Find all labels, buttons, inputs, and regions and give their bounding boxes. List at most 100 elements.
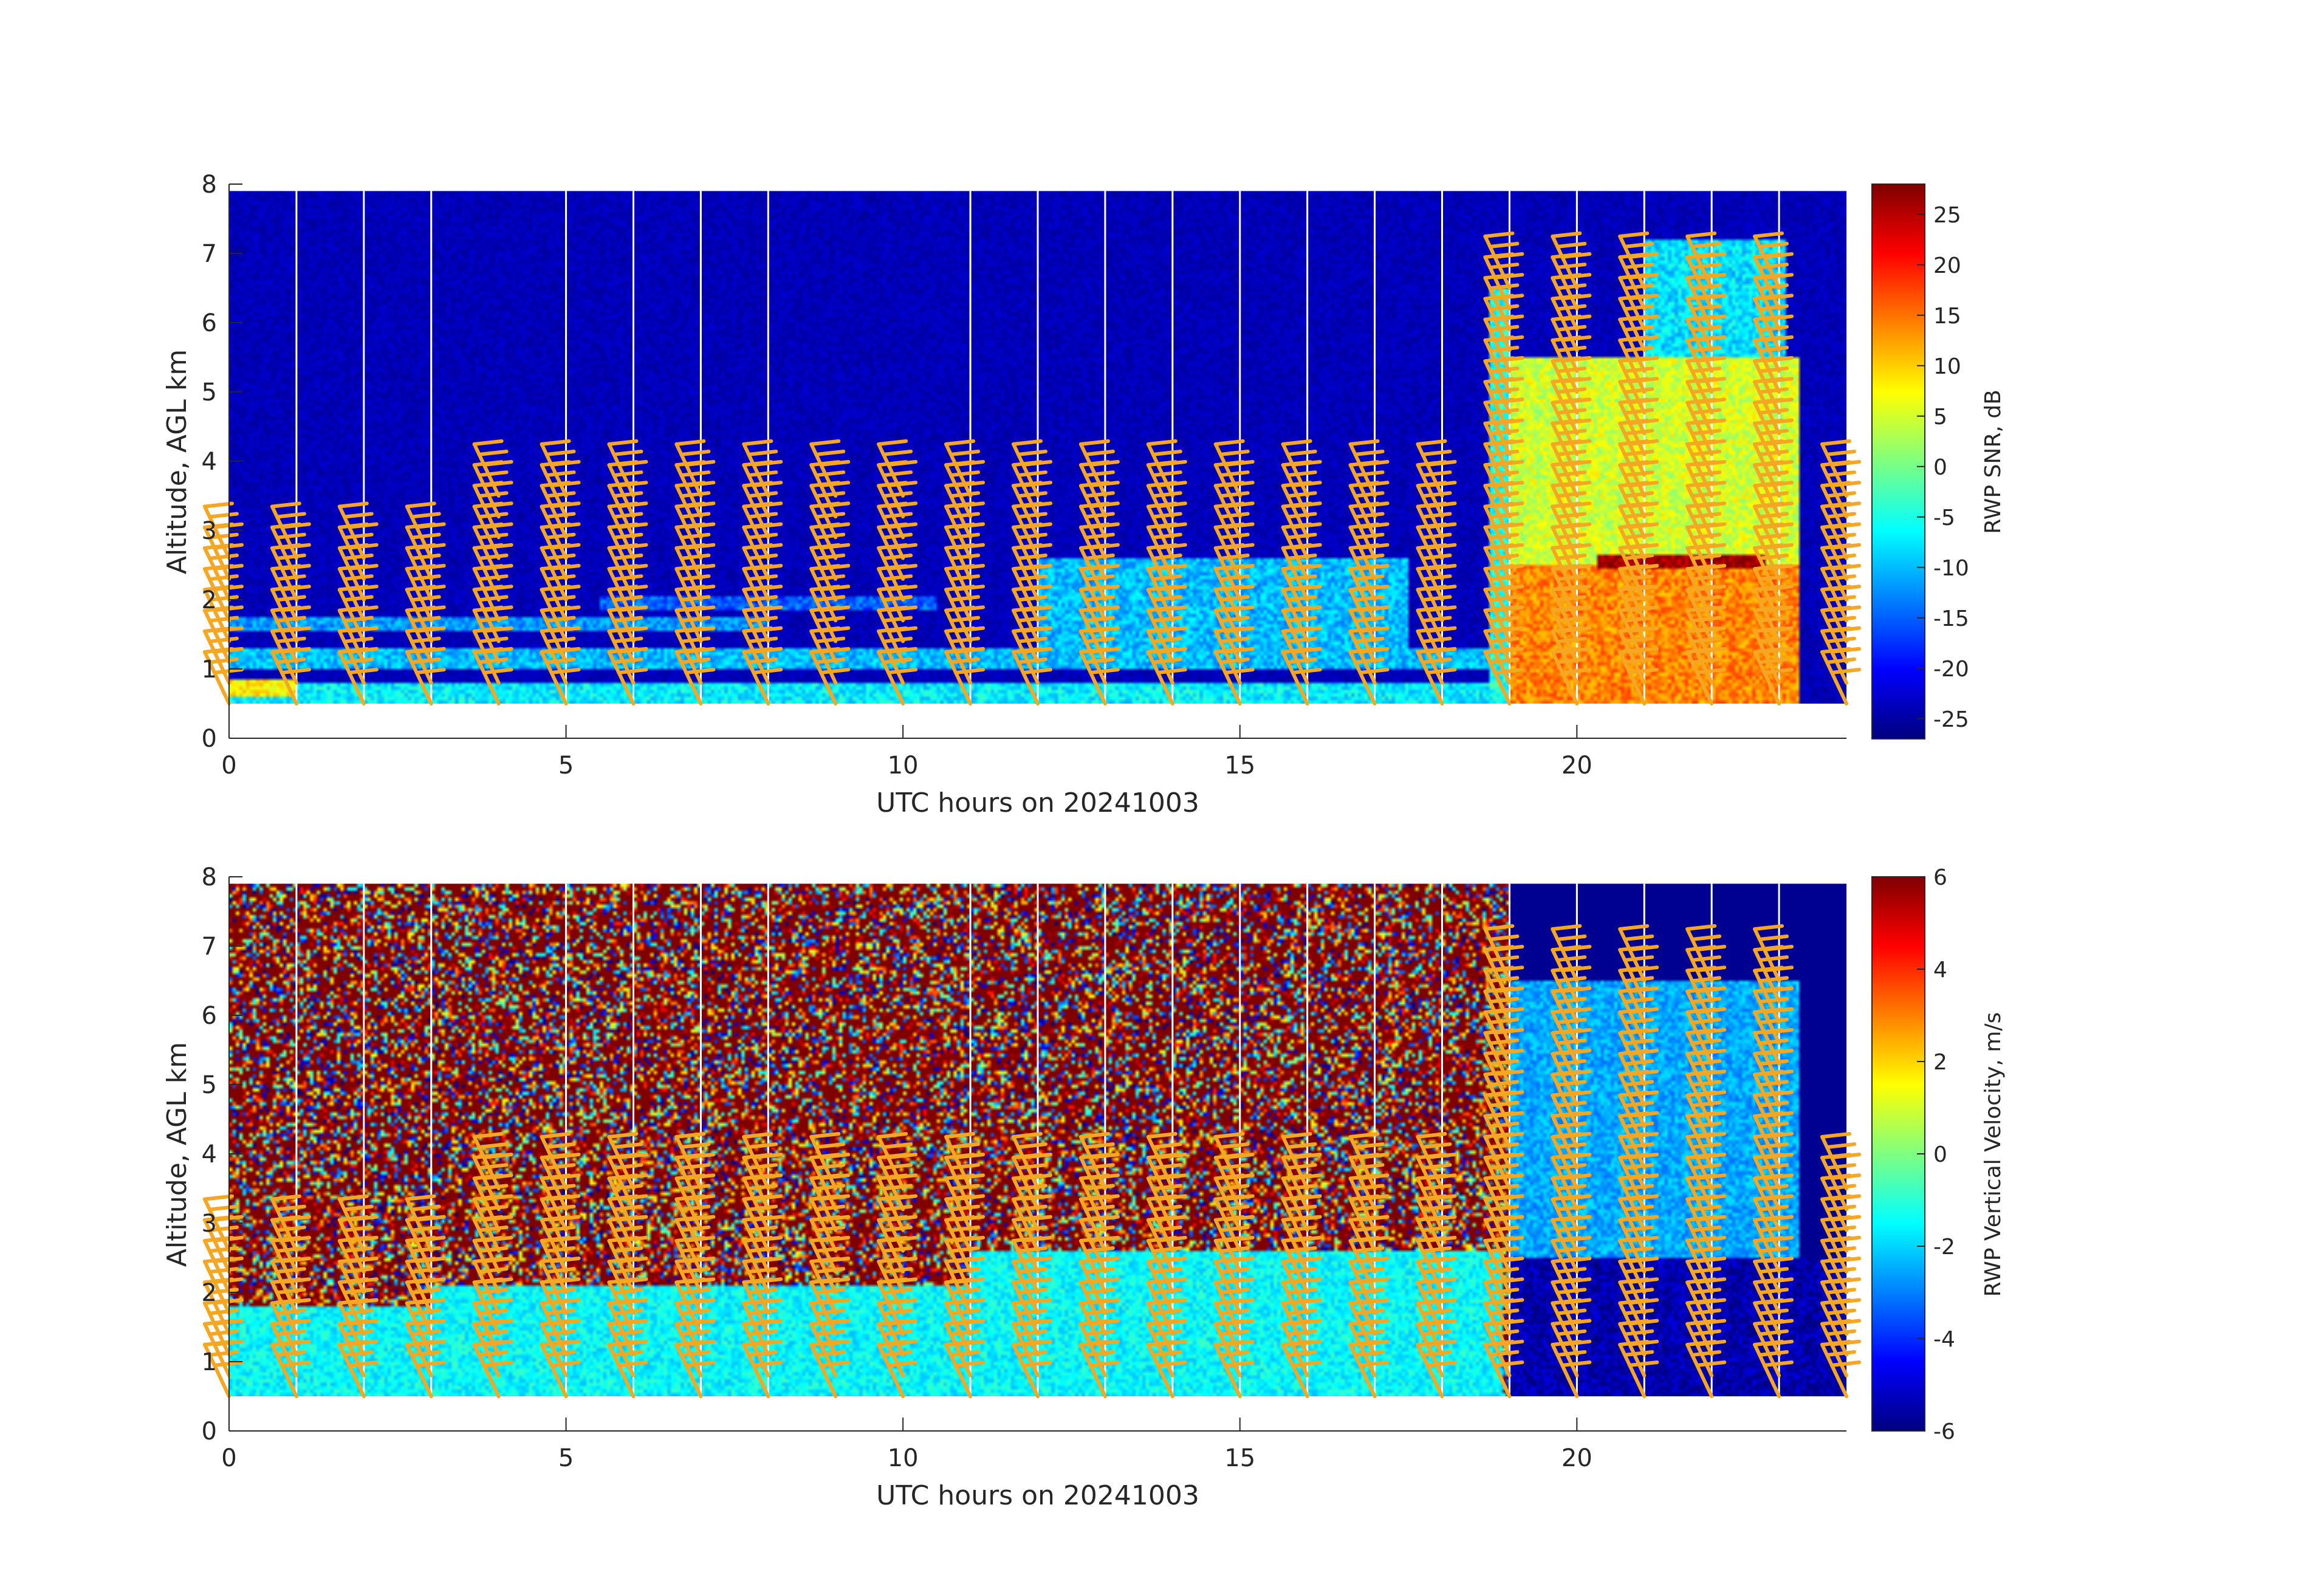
x-tick-label: 15 — [1224, 1444, 1255, 1472]
wind-barb — [1078, 439, 1120, 498]
velocity-y-axis-label: Altitude, AGL km — [162, 1042, 193, 1267]
wind-barb — [1483, 924, 1524, 983]
wind-barb — [1753, 232, 1794, 290]
wind-barb — [1483, 377, 1524, 436]
x-tick-label: 20 — [1561, 752, 1592, 780]
wind-barb — [1012, 1132, 1052, 1190]
wind-barb — [1416, 439, 1457, 498]
wind-barb — [472, 439, 513, 498]
wind-barb — [1348, 522, 1390, 581]
colorbar-tick-label: -4 — [1933, 1327, 1955, 1352]
wind-barb — [944, 439, 985, 498]
colorbar-tick-label: 25 — [1933, 203, 1961, 228]
wind-barb — [607, 1153, 648, 1212]
wind-barb — [1753, 439, 1794, 498]
wind-barb — [1685, 232, 1727, 290]
wind-barb — [877, 1153, 918, 1212]
wind-barb — [1483, 232, 1524, 290]
wind-barb — [203, 1194, 244, 1253]
wind-barb — [944, 1132, 985, 1190]
wind-barb — [1483, 585, 1524, 643]
wind-barb — [405, 1194, 446, 1253]
wind-barb — [1416, 460, 1457, 519]
velocity-colorbar-label: RWP Vertical Velocity, m/s — [1981, 1012, 2006, 1297]
colorbar-tick-label: 0 — [1933, 455, 1947, 480]
x-tick-label: 15 — [1224, 752, 1255, 780]
y-tick-label: 4 — [202, 448, 217, 476]
wind-barb — [1551, 924, 1592, 983]
wind-barb — [1618, 1049, 1659, 1108]
wind-barb — [270, 1215, 311, 1274]
y-tick-label: 7 — [202, 240, 217, 268]
snr-axes: 0 5 10 15 20 0 1 2 3 4 5 6 7 8 — [202, 171, 1846, 780]
wind-barb — [1213, 439, 1255, 498]
snr-x-axis-label: UTC hours on 20241003 — [876, 787, 1199, 818]
y-tick-label: 0 — [202, 725, 217, 753]
y-tick-label: 2 — [202, 586, 217, 614]
wind-barb — [877, 1340, 918, 1398]
wind-barb — [1281, 1132, 1322, 1190]
wind-barb — [1820, 1194, 1861, 1253]
x-tick-label: 5 — [558, 752, 574, 780]
wind-barb — [337, 501, 379, 560]
wind-barb — [405, 647, 446, 705]
snr-colorbar-ticks: -25 -20 -15 -10 -5 0 5 10 15 20 25 — [1917, 203, 1969, 732]
y-tick-label: 5 — [202, 379, 217, 406]
y-tick-label: 4 — [202, 1141, 217, 1168]
wind-barb — [1820, 1132, 1861, 1190]
colorbar-tick-label: 20 — [1933, 253, 1961, 278]
colorbar-tick-label: 10 — [1933, 354, 1961, 379]
wind-barb — [1146, 1257, 1187, 1315]
wind-barb — [540, 439, 581, 498]
wind-barb — [742, 605, 783, 664]
wind-barb — [809, 1132, 851, 1190]
wind-barb — [742, 1132, 783, 1190]
velocity-colorbar — [1871, 876, 1925, 1432]
wind-barb — [337, 1194, 379, 1253]
wind-barb — [1281, 1173, 1322, 1232]
wind-barb — [742, 439, 783, 498]
wind-barb — [1281, 439, 1322, 498]
wind-barb — [674, 439, 716, 498]
wind-barb — [944, 1340, 985, 1398]
wind-barb — [1685, 439, 1727, 498]
wind-barb — [472, 1236, 513, 1294]
y-tick-label: 2 — [202, 1279, 217, 1307]
colorbar-tick-label: 5 — [1933, 405, 1947, 430]
wind-barb — [1753, 626, 1794, 685]
wind-barb — [1551, 232, 1592, 290]
velocity-axes: 0 5 10 15 20 0 1 2 3 4 5 6 7 8 — [202, 863, 1846, 1472]
y-tick-label: 5 — [202, 1071, 217, 1099]
wind-barb — [1820, 439, 1861, 498]
wind-barb — [809, 439, 851, 498]
colorbar-tick-label: 2 — [1933, 1050, 1947, 1075]
y-tick-label: 3 — [202, 1210, 217, 1238]
wind-barb — [1012, 439, 1052, 498]
wind-barb — [1685, 924, 1727, 983]
wind-barb — [1618, 1132, 1659, 1190]
wind-barb — [1078, 585, 1120, 643]
wind-barb — [674, 522, 716, 581]
colorbar-tick-label: -10 — [1933, 556, 1969, 581]
wind-barb — [1618, 1277, 1659, 1336]
wind-barb — [1618, 481, 1659, 540]
colorbar-tick-label: -6 — [1933, 1419, 1955, 1444]
x-tick-label: 0 — [221, 1444, 236, 1472]
wind-barb — [270, 501, 311, 560]
wind-barb — [540, 1153, 581, 1212]
y-tick-label: 8 — [202, 863, 217, 891]
colorbar-tick-label: -20 — [1933, 657, 1969, 682]
colorbar-tick-label: 15 — [1933, 304, 1961, 329]
x-tick-label: 10 — [888, 752, 919, 780]
colorbar-tick-label: 4 — [1933, 958, 1947, 983]
wind-barb — [270, 1194, 311, 1253]
wind-barb — [1685, 1007, 1727, 1066]
wind-barb — [540, 1132, 581, 1190]
wind-barb — [1281, 1153, 1322, 1212]
colorbar-tick-label: 0 — [1933, 1142, 1947, 1167]
x-tick-label: 0 — [221, 752, 236, 780]
colorbar-tick-label: -2 — [1933, 1235, 1955, 1260]
